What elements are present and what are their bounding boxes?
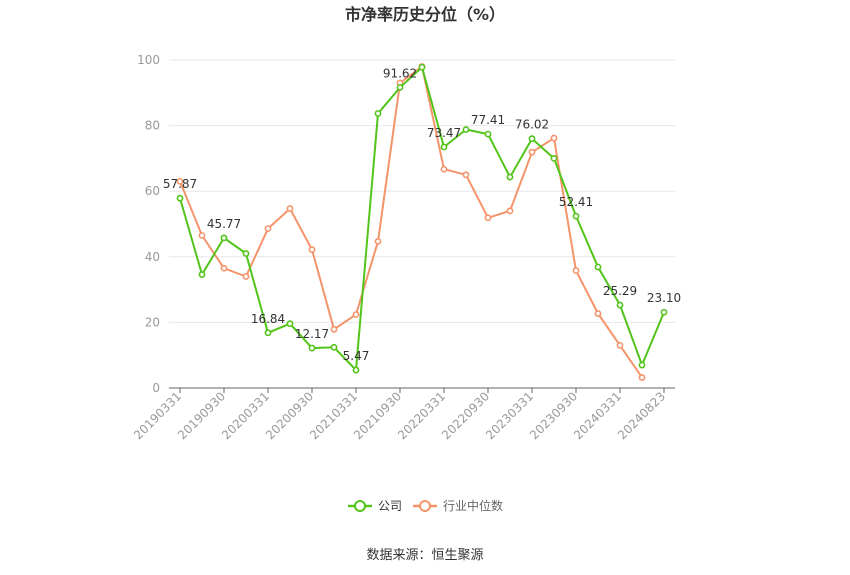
- legend-marker-industry: [419, 500, 431, 512]
- legend-label-industry: 行业中位数: [443, 498, 503, 513]
- data-labels: 57.87 45.77 16.84 12.17 5.47 91.62 73.47 77.41 7…: [163, 66, 681, 363]
- y-tick-label: 0: [152, 381, 160, 395]
- data-label: 52.41: [559, 195, 593, 209]
- series-point-0: [396, 84, 404, 91]
- series-point-1: [374, 237, 382, 245]
- series-point-0: [572, 212, 580, 220]
- chart-title: 市净率历史分位（%）: [345, 5, 505, 24]
- series-line-1: [179, 65, 643, 379]
- series-point-0: [484, 130, 492, 138]
- x-tick-label: 20240823: [615, 389, 668, 442]
- series-point-1: [594, 310, 602, 317]
- series-point-0: [308, 344, 316, 352]
- series-point-0: [594, 263, 602, 271]
- series-point-1: [528, 148, 536, 156]
- series-point-1: [330, 325, 338, 333]
- series-point-0: [660, 308, 668, 316]
- series-point-1: [352, 311, 360, 318]
- series-point-1: [484, 214, 492, 222]
- axes: 0204060801002019033120190930202003312020…: [131, 53, 675, 442]
- data-label: 5.47: [343, 349, 370, 363]
- series-point-0: [176, 194, 184, 202]
- series-point-0: [330, 343, 338, 351]
- data-label: 91.62: [383, 66, 417, 80]
- legend-marker-company: [354, 500, 366, 512]
- legend-item-company[interactable]: 公司: [348, 499, 402, 513]
- plot-area: [176, 63, 668, 381]
- data-label: 76.02: [515, 118, 549, 132]
- data-label: 25.29: [603, 284, 637, 298]
- series-point-0: [242, 250, 250, 257]
- y-tick-label: 60: [145, 184, 160, 198]
- series-point-1: [616, 341, 624, 349]
- source-note: 数据来源：恒生聚源: [366, 548, 483, 563]
- series-point-1: [308, 246, 316, 253]
- series-point-0: [638, 361, 646, 369]
- legend-item-industry[interactable]: 行业中位数: [413, 498, 503, 513]
- series-point-1: [572, 267, 580, 274]
- data-label: 16.84: [251, 312, 285, 326]
- series-point-1: [440, 165, 448, 173]
- data-label: 45.77: [207, 217, 241, 231]
- series-point-0: [462, 126, 470, 133]
- series-point-1: [176, 177, 184, 185]
- series-point-1: [220, 264, 228, 272]
- series-point-1: [264, 225, 272, 232]
- series-point-1: [242, 273, 250, 280]
- series-point-0: [418, 63, 426, 71]
- legend-label-company: 公司: [378, 499, 402, 513]
- series-point-1: [506, 207, 514, 215]
- y-tick-label: 20: [145, 315, 160, 329]
- series-point-1: [462, 171, 470, 179]
- data-label: 23.10: [647, 291, 681, 305]
- data-label: 12.17: [295, 327, 329, 341]
- y-tick-label: 40: [145, 250, 160, 264]
- series-point-0: [528, 135, 536, 143]
- legend: 公司 行业中位数: [348, 498, 503, 513]
- series-point-0: [198, 271, 206, 278]
- series-point-1: [550, 134, 558, 142]
- series-point-1: [198, 232, 206, 239]
- series-point-0: [550, 154, 558, 162]
- series-point-0: [440, 143, 448, 151]
- series-point-0: [374, 110, 382, 117]
- series-point-0: [220, 234, 228, 242]
- y-tick-label: 80: [145, 119, 160, 133]
- series-point-0: [616, 301, 624, 309]
- series-point-0: [352, 366, 360, 374]
- series-point-1: [286, 205, 294, 212]
- series-point-0: [506, 173, 514, 181]
- data-label: 57.87: [163, 177, 197, 191]
- series-point-1: [638, 374, 646, 381]
- data-label: 73.47: [427, 126, 461, 140]
- series-point-0: [286, 320, 294, 328]
- series-point-0: [264, 329, 272, 337]
- data-label: 77.41: [471, 113, 505, 127]
- grid: [169, 59, 675, 323]
- y-tick-label: 100: [137, 53, 160, 67]
